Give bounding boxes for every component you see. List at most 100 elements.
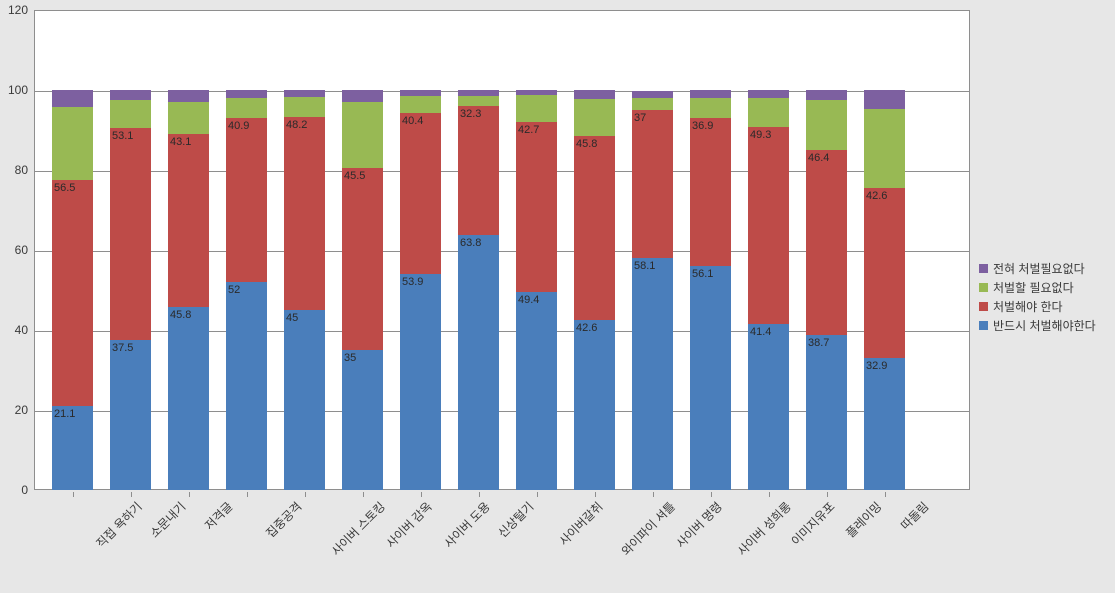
bar-segment-must — [168, 307, 209, 490]
bar-value-label: 37 — [634, 112, 646, 124]
bar-segment-noneed — [574, 99, 615, 137]
bar-value-label: 36.9 — [692, 120, 713, 132]
x-tick — [363, 492, 364, 497]
x-tick-label: 사이버 성희롱 — [733, 498, 794, 559]
bar-segment-never — [806, 90, 847, 100]
bar-segment-should — [864, 188, 905, 358]
legend-item: 전혀 처벌필요없다 — [979, 260, 1109, 277]
bar-segment-must — [516, 292, 557, 490]
y-tick-label: 20 — [15, 403, 28, 417]
bar-segment-noneed — [110, 100, 151, 128]
bar-segment-noneed — [226, 98, 267, 118]
bar-segment-noneed — [806, 100, 847, 150]
y-tick-label: 80 — [15, 163, 28, 177]
bar-segment-should — [110, 128, 151, 340]
bar-value-label: 45 — [286, 312, 298, 324]
bar-segment-must — [806, 335, 847, 490]
bar-segment-should — [574, 136, 615, 319]
x-tick-label: 플레이밍 — [841, 498, 884, 541]
legend-swatch — [979, 283, 988, 292]
bar-segment-never — [748, 90, 789, 98]
x-tick-label: 사이버 명령 — [672, 498, 725, 551]
bar-value-label: 53.9 — [402, 276, 423, 288]
bar-value-label: 45.8 — [170, 309, 191, 321]
y-tick-label: 60 — [15, 243, 28, 257]
bar-value-label: 38.7 — [808, 337, 829, 349]
chart-container: 020406080100120 21.156.537.553.145.843.1… — [0, 0, 1115, 593]
bar-segment-should — [458, 106, 499, 235]
bar-segment-noneed — [516, 95, 557, 122]
bar-value-label: 56.5 — [54, 182, 75, 194]
bar-segment-should — [400, 113, 441, 275]
bar-segment-must — [458, 235, 499, 490]
bar-segment-noneed — [458, 96, 499, 106]
legend-swatch — [979, 321, 988, 330]
x-tick-label: 직접 욕하기 — [92, 498, 145, 551]
bar-value-label: 49.3 — [750, 129, 771, 141]
bar-segment-must — [864, 358, 905, 490]
x-tick — [595, 492, 596, 497]
bar-value-label: 45.8 — [576, 138, 597, 150]
bar-value-label: 48.2 — [286, 119, 307, 131]
bar-segment-never — [400, 90, 441, 96]
x-tick-label: 집중공격 — [261, 498, 304, 541]
legend-label: 반드시 처벌해야한다 — [993, 317, 1096, 334]
x-tick-label: 와이파이 셔틀 — [617, 498, 678, 559]
bar-segment-should — [226, 118, 267, 282]
bar-segment-never — [52, 90, 93, 107]
x-tick — [247, 492, 248, 497]
bar-value-label: 58.1 — [634, 260, 655, 272]
y-tick-label: 0 — [21, 483, 28, 497]
x-axis-labels: 직접 욕하기소문내기저격글집중공격사이버 스토킹사이버 감옥사이버 도용신상털기… — [34, 492, 970, 592]
bar-segment-never — [168, 90, 209, 102]
y-axis-labels: 020406080100120 — [0, 10, 30, 490]
x-tick — [769, 492, 770, 497]
x-tick — [479, 492, 480, 497]
bar-segment-should — [284, 117, 325, 310]
bar-value-label: 37.5 — [112, 342, 133, 354]
x-tick — [73, 492, 74, 497]
bar-value-label: 53.1 — [112, 130, 133, 142]
bar-value-label: 32.3 — [460, 108, 481, 120]
bar-segment-noneed — [400, 96, 441, 113]
bar-value-label: 52 — [228, 284, 240, 296]
bar-segment-never — [342, 90, 383, 102]
bar-segment-must — [110, 340, 151, 490]
legend-swatch — [979, 264, 988, 273]
bar-segment-should — [690, 118, 731, 266]
bar-segment-should — [516, 122, 557, 293]
bar-value-label: 56.1 — [692, 268, 713, 280]
y-tick-label: 120 — [8, 3, 28, 17]
bar-segment-never — [690, 90, 731, 98]
bar-value-label: 21.1 — [54, 408, 75, 420]
bar-value-label: 63.8 — [460, 237, 481, 249]
bar-segment-should — [52, 180, 93, 406]
bar-segment-must — [226, 282, 267, 490]
bar-segment-noneed — [690, 98, 731, 118]
bar-segment-noneed — [748, 98, 789, 127]
x-tick — [885, 492, 886, 497]
x-tick-label: 저격글 — [200, 498, 235, 533]
bar-segment-must — [690, 266, 731, 490]
x-tick — [421, 492, 422, 497]
bar-value-label: 46.4 — [808, 152, 829, 164]
bar-segment-must — [284, 310, 325, 490]
bar-segment-should — [632, 110, 673, 258]
bar-value-label: 42.6 — [576, 322, 597, 334]
x-tick — [305, 492, 306, 497]
x-tick-label: 소문내기 — [145, 498, 188, 541]
x-tick-label: 사이버 스토킹 — [327, 498, 388, 559]
x-tick-label: 신상털기 — [493, 498, 536, 541]
bar-value-label: 43.1 — [170, 136, 191, 148]
bar-segment-must — [748, 324, 789, 490]
bar-segment-noneed — [284, 97, 325, 117]
legend-swatch — [979, 302, 988, 311]
bar-segment-never — [516, 90, 557, 95]
x-tick-label: 사이버갈취 — [555, 498, 606, 549]
x-tick — [653, 492, 654, 497]
y-tick-label: 40 — [15, 323, 28, 337]
bar-segment-should — [806, 150, 847, 336]
bar-segment-never — [574, 90, 615, 99]
bar-segment-noneed — [864, 109, 905, 188]
bar-segment-noneed — [632, 98, 673, 110]
